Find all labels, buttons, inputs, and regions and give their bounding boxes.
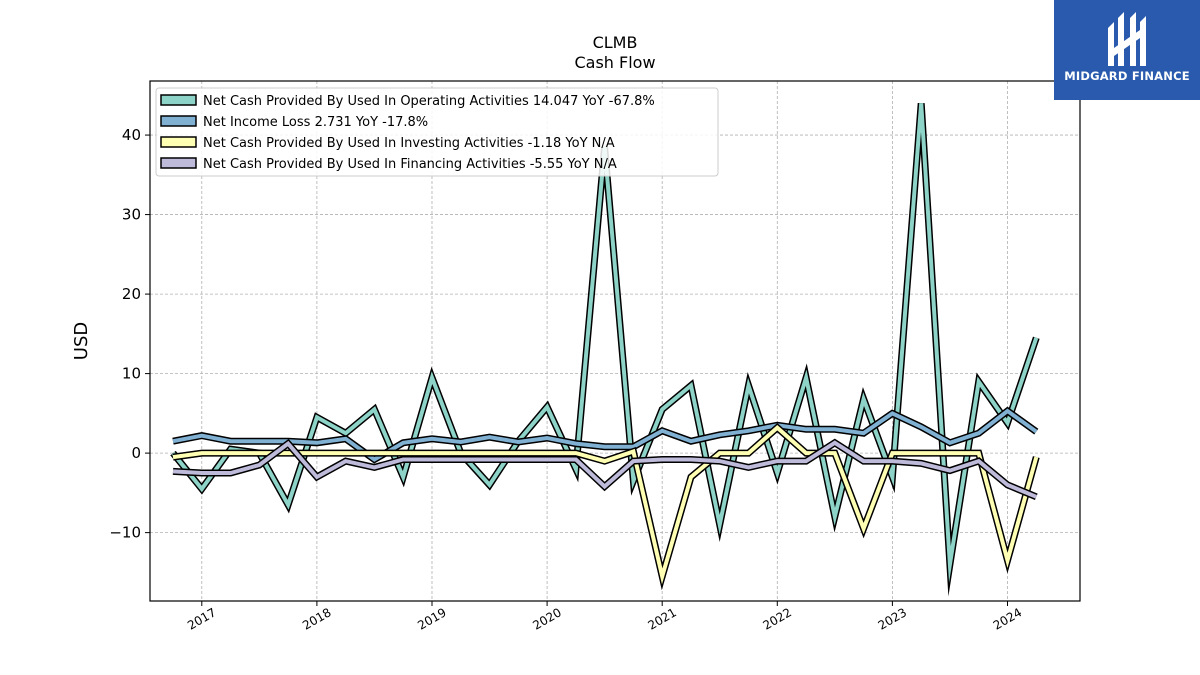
- brand-name: MIDGARD FINANCE: [1064, 69, 1190, 83]
- legend-swatch: [160, 115, 197, 127]
- y-tick-label: 20: [122, 285, 141, 303]
- series-stroke: [172, 425, 1039, 585]
- plot-frame: [149, 80, 1081, 602]
- legend-swatch: [160, 136, 197, 148]
- brand-logo: MIDGARD FINANCE: [1054, 0, 1200, 100]
- legend-label: Net Cash Provided By Used In Operating A…: [203, 94, 655, 109]
- legend: Net Cash Provided By Used In Operating A…: [155, 87, 719, 177]
- y-tick-label: 40: [122, 126, 141, 144]
- series-line-4: [172, 438, 1038, 501]
- legend-label: Net Cash Provided By Used In Investing A…: [203, 136, 615, 151]
- x-tick-label: 2023: [876, 605, 909, 632]
- chart-subtitle: Cash Flow: [574, 53, 655, 72]
- y-tick-label: 10: [122, 365, 141, 383]
- x-axis: 2017 2018 2019 2020 2021 2022 2023 2024: [185, 601, 1024, 633]
- x-tick-label: 2022: [761, 605, 794, 632]
- y-axis: −10 0 10 20 30 40: [109, 126, 150, 542]
- legend-swatch: [160, 157, 197, 169]
- x-tick-label: 2021: [645, 605, 678, 632]
- y-axis-label: USD: [71, 322, 92, 360]
- y-tick-label: 0: [131, 444, 141, 462]
- series-stroke: [172, 408, 1038, 462]
- legend-label: Net Cash Provided By Used In Financing A…: [203, 157, 617, 172]
- chart-title: CLMB: [593, 33, 638, 52]
- series-stroke: [172, 440, 1038, 499]
- legend-label: Net Income Loss 2.731 YoY -17.8%: [203, 115, 428, 130]
- series-line-2: [172, 406, 1039, 464]
- x-tick-label: 2017: [185, 605, 218, 632]
- x-tick-label: 2018: [300, 605, 333, 632]
- series-line-3: [172, 423, 1040, 591]
- x-tick-label: 2024: [991, 605, 1024, 632]
- y-tick-label: 30: [122, 206, 141, 224]
- legend-box: [155, 87, 719, 177]
- x-tick-label: 2020: [530, 605, 563, 632]
- y-tick-label: −10: [109, 524, 141, 542]
- x-tick-label: 2019: [415, 605, 448, 632]
- midgard-logo-icon: [1108, 12, 1146, 66]
- legend-swatch: [160, 94, 197, 106]
